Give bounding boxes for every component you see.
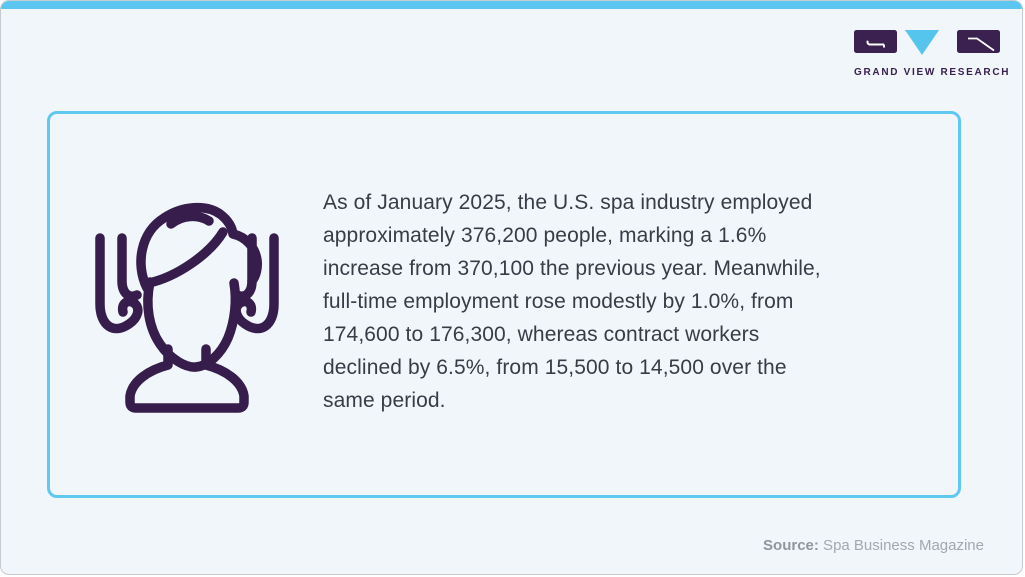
source-note: Source: Spa Business Magazine [763,537,984,554]
brand-wordmark: GRAND VIEW RESEARCH [854,67,1011,78]
text-line: declined by 6.5%, from 15,500 to 14,500 … [323,356,787,379]
info-card: As of January 2025, the U.S. spa industr… [47,111,961,498]
brand-logo: GRAND VIEW RESEARCH [854,29,1011,78]
text-line: full-time employment rose modestly by 1.… [323,290,794,313]
facial-massage-icon [92,202,282,414]
text-line: approximately 376,200 people, marking a … [323,224,767,247]
text-line: As of January 2025, the U.S. spa industr… [323,191,813,214]
top-accent-bar [1,1,1022,9]
text-line: increase from 370,100 the previous year.… [323,257,821,280]
text-line: 174,600 to 176,300, whereas contract wor… [323,323,760,346]
card-text: As of January 2025, the U.S. spa industr… [323,186,821,417]
text-line: same period. [323,389,446,412]
gvr-logo-icon [854,30,1000,60]
source-label: Source: [763,537,819,554]
source-value: Spa Business Magazine [818,537,984,554]
